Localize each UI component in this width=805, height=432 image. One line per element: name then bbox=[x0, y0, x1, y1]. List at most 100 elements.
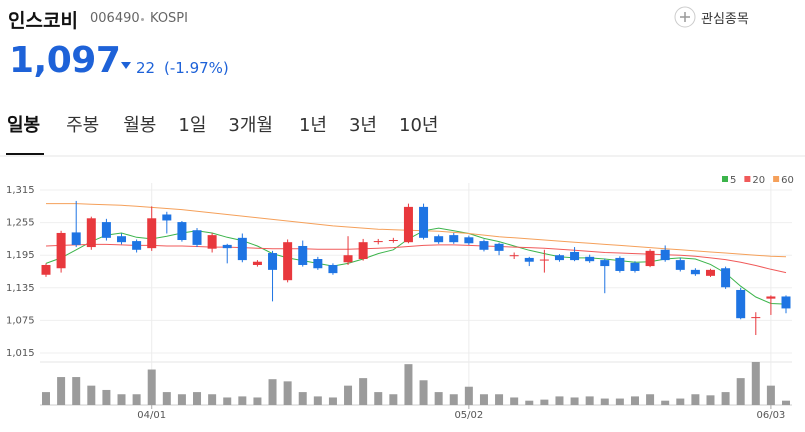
candle-body bbox=[283, 242, 293, 281]
candle-body bbox=[705, 269, 715, 276]
y-tick-label: 1,015 bbox=[6, 348, 35, 359]
candle-body bbox=[494, 243, 504, 251]
candle-body bbox=[313, 259, 323, 269]
volume-bar bbox=[238, 396, 247, 405]
volume-bar bbox=[691, 394, 700, 405]
tab-underline bbox=[6, 153, 44, 155]
candle-body bbox=[162, 214, 172, 221]
volume-bar bbox=[57, 377, 66, 405]
volume-bar bbox=[736, 378, 745, 405]
period-tab[interactable]: 3개월 bbox=[228, 115, 273, 136]
watch-label: 관심종목 bbox=[701, 11, 749, 27]
volume-bar bbox=[42, 392, 50, 405]
x-tick-label: 04/01 bbox=[137, 410, 166, 421]
volume-bar bbox=[132, 394, 141, 405]
candle-body bbox=[132, 241, 142, 250]
volume-bar bbox=[102, 389, 111, 405]
period-tab[interactable]: 주봉 bbox=[66, 115, 100, 136]
moving-average-line bbox=[46, 203, 787, 258]
candle-body bbox=[736, 289, 746, 319]
candle-body bbox=[600, 260, 610, 267]
candle-body bbox=[71, 232, 81, 245]
volume-bar bbox=[751, 362, 760, 405]
volume-bar bbox=[193, 392, 202, 405]
candle-body bbox=[781, 296, 791, 309]
candle-body bbox=[101, 222, 111, 238]
legend-swatch bbox=[773, 176, 780, 182]
volume-bar bbox=[404, 364, 413, 405]
volume-bar bbox=[344, 385, 353, 405]
volume-bar bbox=[525, 400, 534, 405]
volume-bar bbox=[766, 385, 775, 405]
volume-bar bbox=[540, 399, 549, 405]
legend-label: 60 bbox=[781, 175, 794, 186]
volume-bar bbox=[147, 369, 156, 405]
candle-body bbox=[751, 317, 761, 319]
volume-bar bbox=[268, 379, 277, 405]
volume-bar bbox=[630, 396, 639, 405]
y-tick-label: 1,135 bbox=[6, 283, 35, 294]
volume-bar bbox=[253, 397, 262, 405]
period-tab[interactable]: 1년 bbox=[298, 115, 327, 136]
volume-bar bbox=[298, 392, 307, 405]
volume-bar bbox=[449, 394, 458, 405]
candle-body bbox=[222, 244, 232, 249]
separator-dot bbox=[141, 18, 144, 21]
watch-button[interactable]: 관심종목 bbox=[674, 6, 749, 28]
candle-body bbox=[660, 249, 670, 261]
volume-bar bbox=[479, 394, 488, 405]
period-tab[interactable]: 일봉 bbox=[7, 115, 41, 136]
candle-body bbox=[554, 255, 564, 261]
volume-bar bbox=[313, 396, 322, 405]
candle-body bbox=[343, 255, 353, 263]
candle-body bbox=[766, 296, 776, 299]
candle-body bbox=[585, 256, 595, 262]
legend-swatch bbox=[722, 176, 728, 182]
market: KOSPI bbox=[150, 11, 188, 26]
candle-body bbox=[41, 264, 51, 275]
y-tick-label: 1,075 bbox=[6, 315, 35, 326]
volume-bar bbox=[782, 400, 790, 405]
y-tick-label: 1,195 bbox=[6, 250, 35, 261]
legend-label: 20 bbox=[752, 175, 765, 186]
candle-body bbox=[509, 255, 519, 257]
volume-bar bbox=[464, 386, 473, 405]
candle-body bbox=[207, 235, 217, 249]
period-tab[interactable]: 1일 bbox=[178, 115, 207, 136]
volume-bar bbox=[389, 394, 398, 405]
candle-body bbox=[434, 236, 444, 243]
candle-body bbox=[177, 222, 187, 241]
candle-body bbox=[252, 261, 262, 265]
volume-bar bbox=[162, 392, 171, 405]
plus-icon bbox=[674, 6, 696, 28]
candle-body bbox=[449, 235, 459, 243]
candle-body bbox=[237, 237, 247, 261]
candle-body bbox=[268, 253, 278, 270]
period-tab[interactable]: 3년 bbox=[348, 115, 377, 136]
volume-bar bbox=[419, 380, 428, 405]
moving-average-line bbox=[45, 227, 787, 305]
volume-bar bbox=[177, 394, 186, 405]
down-arrow bbox=[121, 62, 131, 69]
stock-code: 006490 bbox=[90, 11, 140, 26]
volume-bar bbox=[721, 392, 730, 405]
period-tab[interactable]: 10년 bbox=[399, 115, 439, 136]
y-tick-label: 1,255 bbox=[6, 218, 35, 229]
period-tab[interactable]: 월봉 bbox=[123, 115, 157, 136]
volume-bar bbox=[434, 392, 443, 405]
volume-bar bbox=[117, 394, 126, 405]
candle-body bbox=[479, 241, 489, 250]
x-tick-label: 05/02 bbox=[454, 410, 483, 421]
candle-body bbox=[147, 218, 157, 249]
candle-body bbox=[630, 262, 640, 271]
current-price: 1,097 bbox=[9, 40, 121, 81]
candle-body bbox=[524, 257, 534, 262]
volume-bar bbox=[328, 397, 337, 405]
candle-body bbox=[328, 264, 338, 274]
volume-bar bbox=[87, 385, 96, 405]
price-change: 22 bbox=[136, 59, 156, 77]
volume-bar bbox=[600, 398, 609, 405]
candle-body bbox=[675, 260, 685, 270]
